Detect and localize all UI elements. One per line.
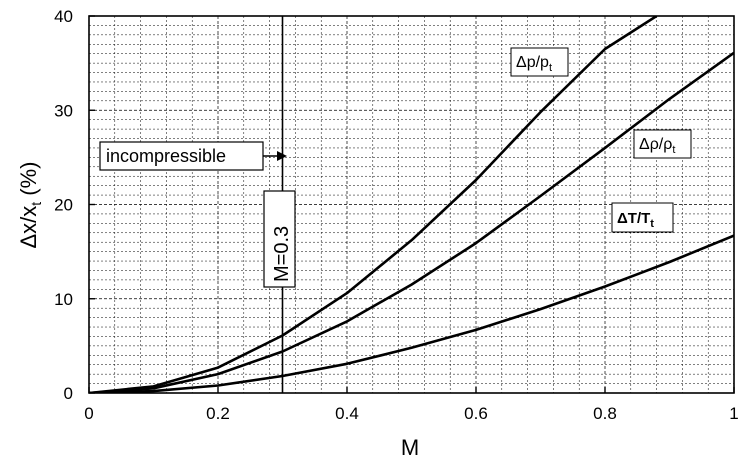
series-label-dt-box (611, 202, 674, 233)
x-axis-title: M (401, 435, 419, 460)
x-tick-label: 0 (84, 404, 93, 423)
curves (89, 16, 734, 393)
series-label-drho-text: Δρ/ρt (639, 136, 675, 156)
series-label-dt: ΔT/Tt (611, 202, 674, 233)
y-tick-label: 30 (54, 101, 73, 120)
x-tick-label: 0.8 (593, 404, 617, 423)
series-label-dp: Δp/pt (510, 47, 569, 77)
incompressible-annotation: incompressible (99, 141, 287, 171)
x-tick-label: 0.2 (206, 404, 230, 423)
y-tick-label: 40 (54, 7, 73, 26)
mach-label: M=0.3 (271, 226, 293, 282)
series-line-drho-rhot (89, 51, 734, 393)
series-line-dp-pt (89, 16, 658, 393)
y-tick-label: 10 (54, 290, 73, 309)
y-tick-label: 0 (64, 384, 73, 403)
y-axis-title: Δx/xt (%) (16, 161, 44, 248)
series-label-dp-box (510, 47, 569, 77)
series-label-drho: Δρ/ρt (633, 129, 692, 159)
incompressible-arrowhead (277, 151, 287, 161)
series-label-drho-box (633, 129, 692, 159)
series-label-dt-text: ΔT/Tt (617, 210, 654, 230)
mach-label-box (263, 190, 296, 288)
x-tick-label: 0.6 (464, 404, 488, 423)
incompressible-label: incompressible (106, 146, 226, 166)
x-tick-label: 1 (729, 404, 738, 423)
x-tick-label: 0.4 (335, 404, 359, 423)
series-label-dp-text: Δp/pt (516, 54, 552, 74)
y-tick-label: 20 (54, 196, 73, 215)
series-line-dt-tt (89, 234, 734, 393)
mach-annotation: M=0.3 (263, 190, 296, 288)
